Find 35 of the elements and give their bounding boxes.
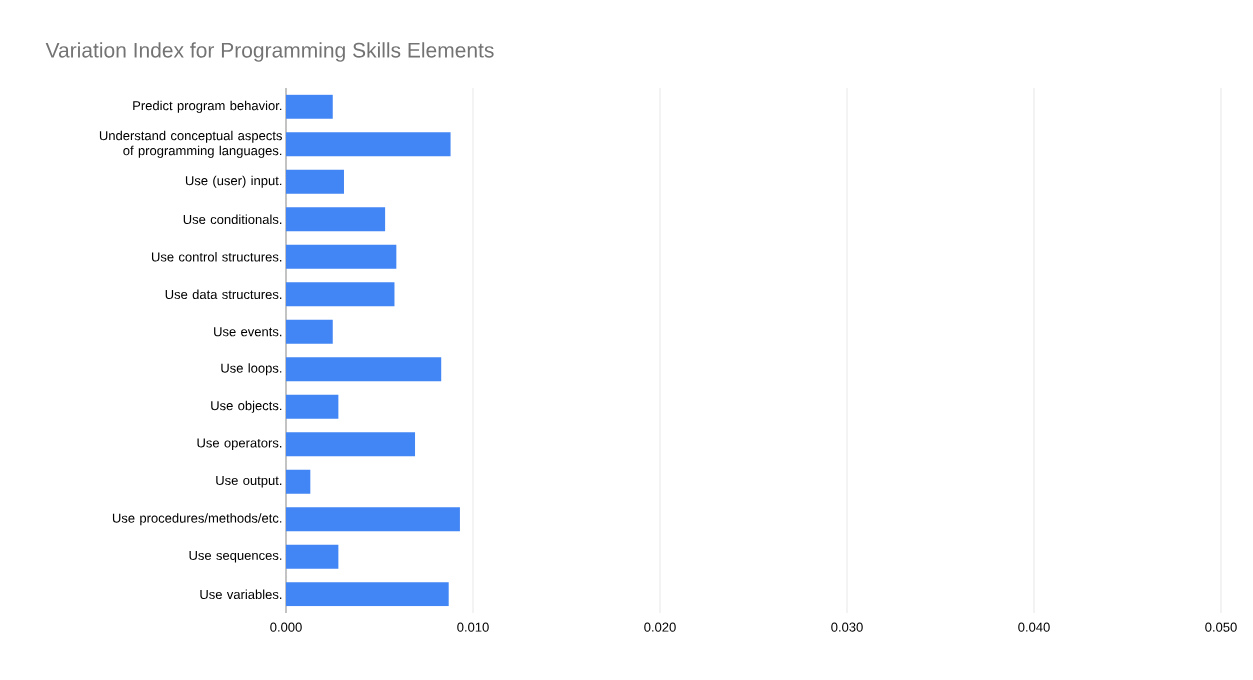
bar [286,582,449,607]
y-tick-label: Use (user) input. [185,175,282,188]
bar [286,207,386,232]
y-tick-label: Understand conceptual aspects of programming languages. [99,130,282,158]
bar [286,94,333,119]
y-tick-label: Use control structures. [151,251,282,262]
bar [286,357,442,382]
bar [286,394,339,419]
y-tick-label: Use output. [216,475,282,488]
bar [286,469,311,494]
y-tick-label: Use sequences. [189,550,282,563]
y-tick-label: Use operators. [197,438,282,451]
chart-title: Variation Index for Programming Skills Elements [45,42,494,62]
y-tick-label: Use data structures. [165,289,282,300]
x-tick-label: 0.040 [1018,622,1050,632]
x-tick-label: 0.030 [831,622,863,632]
y-tick-label: Use loops. [221,363,282,376]
x-tick-label: 0.050 [1205,622,1237,632]
bar [286,319,333,344]
bar [286,432,416,457]
bar [286,544,339,569]
x-tick-label: 0.020 [644,622,676,632]
bar [286,244,397,269]
y-tick-label: Predict program behavior. [133,100,282,113]
bar [286,282,395,307]
bar [286,507,460,532]
x-tick-label: 0.000 [270,622,302,632]
y-tick-label: Use procedures/methods/etc. [112,513,282,526]
x-tick-label: 0.010 [457,622,489,632]
y-tick-label: Use events. [214,327,282,337]
y-tick-label: Use variables. [200,589,282,600]
bar [286,169,344,194]
y-tick-label: Use objects. [211,400,282,413]
bar [286,132,451,157]
y-tick-label: Use conditionals. [183,214,282,225]
